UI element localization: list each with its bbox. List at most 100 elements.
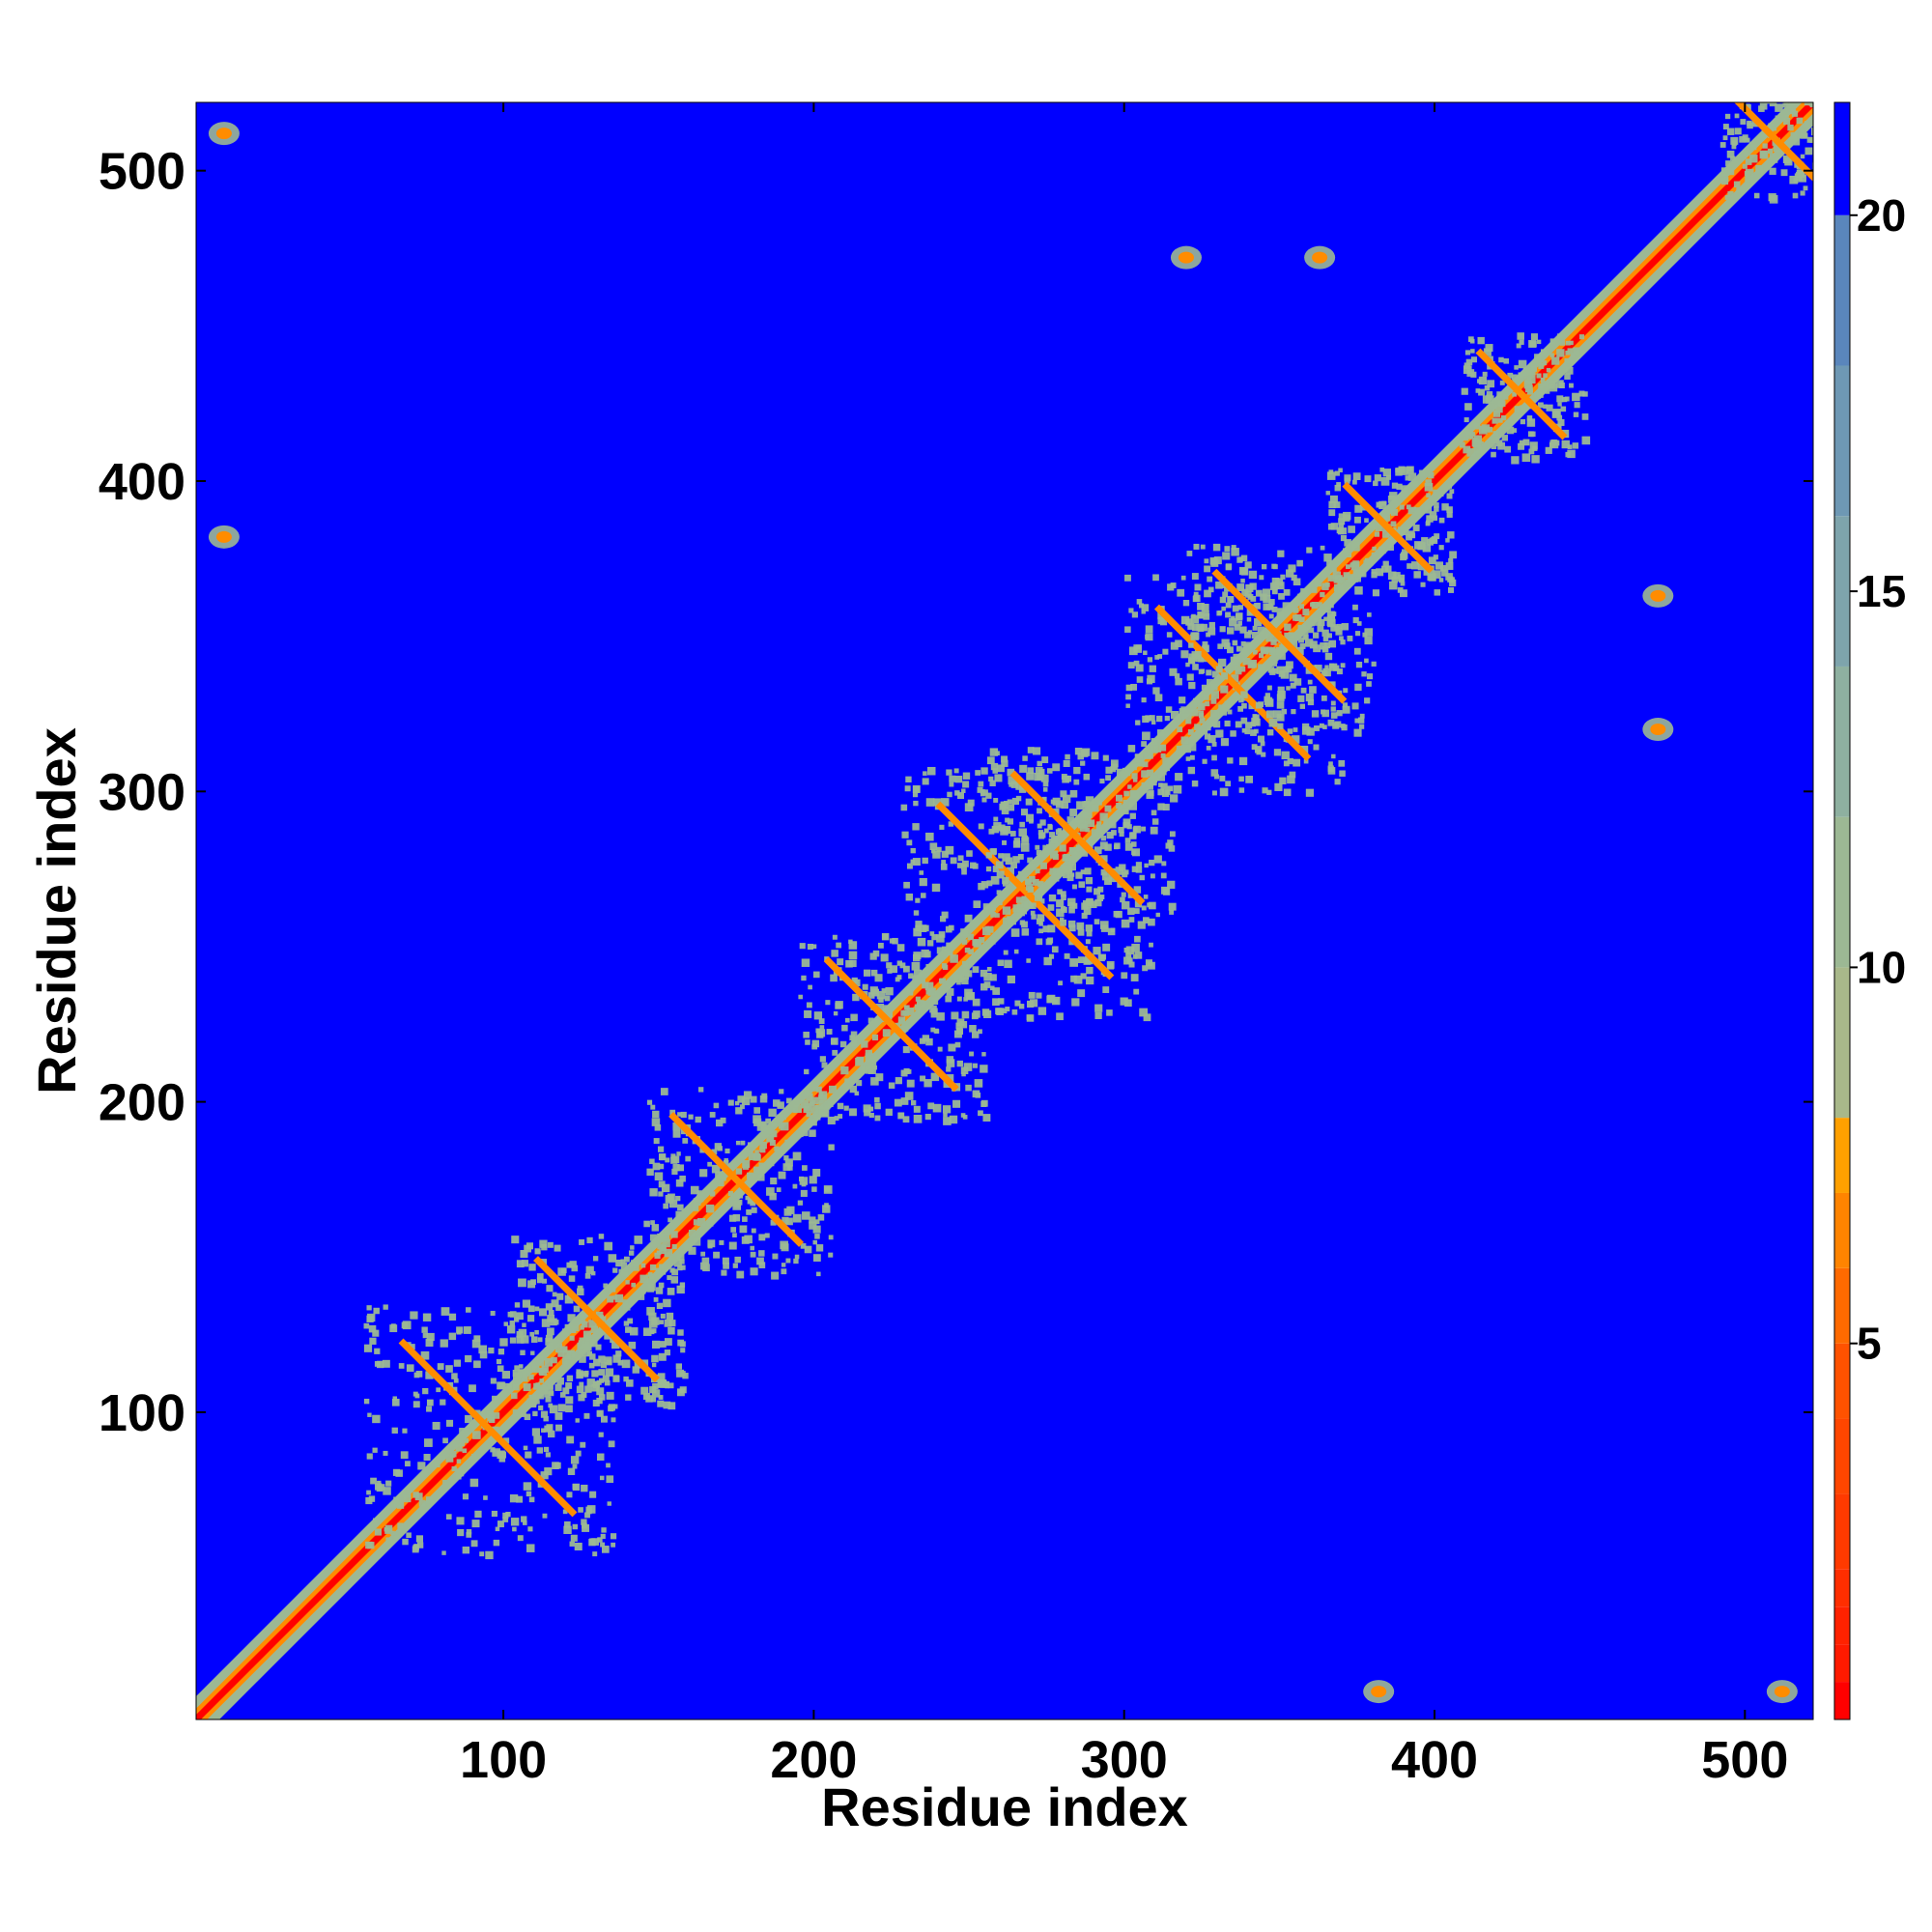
contact-cell [940,798,950,807]
contact-cell [1540,377,1546,383]
contact-cell [1322,636,1329,642]
contact-cell [1132,778,1138,782]
contact-cell [1309,640,1318,649]
contact-cell [737,1095,745,1103]
contact-cell [406,1364,414,1373]
contact-cell [1237,621,1242,626]
contact-cell [1210,709,1218,718]
contact-cell [1056,908,1065,918]
contact-cell [754,1150,759,1154]
colorbar-segment [1834,1569,1850,1607]
contact-cell [1129,763,1137,771]
contact-cell [1303,758,1309,764]
contact-cell [877,942,884,949]
contact-cell [695,1116,701,1123]
contact-cell [579,1381,584,1387]
contact-cell [1188,642,1194,648]
contact-cell [699,1169,708,1178]
contact-cell [1036,849,1042,856]
contact-cell [792,1107,799,1113]
contact-cell [549,1405,558,1414]
contact-cell [1135,754,1144,763]
contact-cell [1528,340,1537,348]
contact-cell [1288,564,1296,573]
contact-cell [781,1263,786,1267]
contact-cell [1420,582,1426,587]
contact-cell [588,1362,595,1369]
contact-cell [815,1086,822,1093]
contact-cell [1536,391,1542,398]
contact-cell [370,1477,377,1485]
contact-cell [1052,867,1061,876]
contact-cell [1281,708,1288,715]
contact-cell [416,1542,424,1548]
contact-cell [442,1479,447,1485]
contact-cell [672,1122,681,1131]
contact-cell [1409,532,1416,539]
contact-cell [1012,840,1021,848]
contact-cell [1058,980,1063,986]
contact-cell [1125,946,1135,955]
contact-cell [809,1129,816,1137]
contact-cell [1255,589,1263,597]
contact-cell [953,974,963,983]
contact-cell [544,1425,552,1433]
contact-cell [367,1542,375,1549]
contact-cell [1005,857,1013,866]
contact-cell [818,1018,825,1025]
contact-cell [650,1220,655,1225]
contact-cell [808,984,812,990]
contact-cell [952,1099,961,1108]
contact-cell [1107,962,1115,970]
contact-cell [876,990,886,1000]
contact-cell [922,857,928,865]
contact-cell [807,943,813,951]
contact-cell [510,1311,517,1318]
contact-cell [519,1364,524,1369]
contact-cell [735,1140,741,1146]
contact-cell [1254,602,1261,610]
contact-cell [998,824,1006,832]
contact-cell [930,1027,936,1033]
contact-cell [466,1532,472,1538]
contact-cell [895,1077,902,1085]
contact-cell [869,986,878,995]
contact-cell [961,860,969,867]
contact-cell [1784,157,1793,166]
contact-cell [1512,391,1518,397]
contact-cell [1401,485,1408,493]
contact-cell [1097,886,1104,893]
contact-cell [1077,956,1085,964]
contact-cell [1367,612,1372,617]
contact-cell [1164,715,1170,722]
contact-cell [1236,556,1243,563]
contact-cell [462,1448,468,1454]
contact-cell [1036,938,1043,946]
contact-cell [977,786,983,793]
contact-cell [1446,493,1453,499]
contact-cell [1043,828,1049,834]
contact-cell [606,1475,614,1484]
colorbar-segment [1834,1644,1850,1683]
contact-cell [562,1509,568,1515]
contact-cell [758,1234,766,1241]
contact-cell [602,1375,610,1382]
contact-cell [1463,365,1472,375]
contact-cell [1259,653,1264,659]
contact-cell [887,1011,894,1018]
contact-cell [1323,616,1328,621]
contact-cell [1084,867,1092,875]
contact-cell [652,1340,661,1349]
contact-cell [978,1029,982,1035]
contact-cell [597,1537,603,1543]
contact-cell [1086,840,1094,849]
contact-cell [1128,961,1135,968]
contact-cell [929,842,938,851]
contact-cell [804,1009,812,1018]
contact-cell [591,1370,599,1378]
contact-cell [492,1448,500,1457]
contact-cell [1283,788,1292,797]
contact-cell [590,1325,599,1333]
contact-cell [753,1152,761,1161]
contact-cell [1094,888,1101,895]
